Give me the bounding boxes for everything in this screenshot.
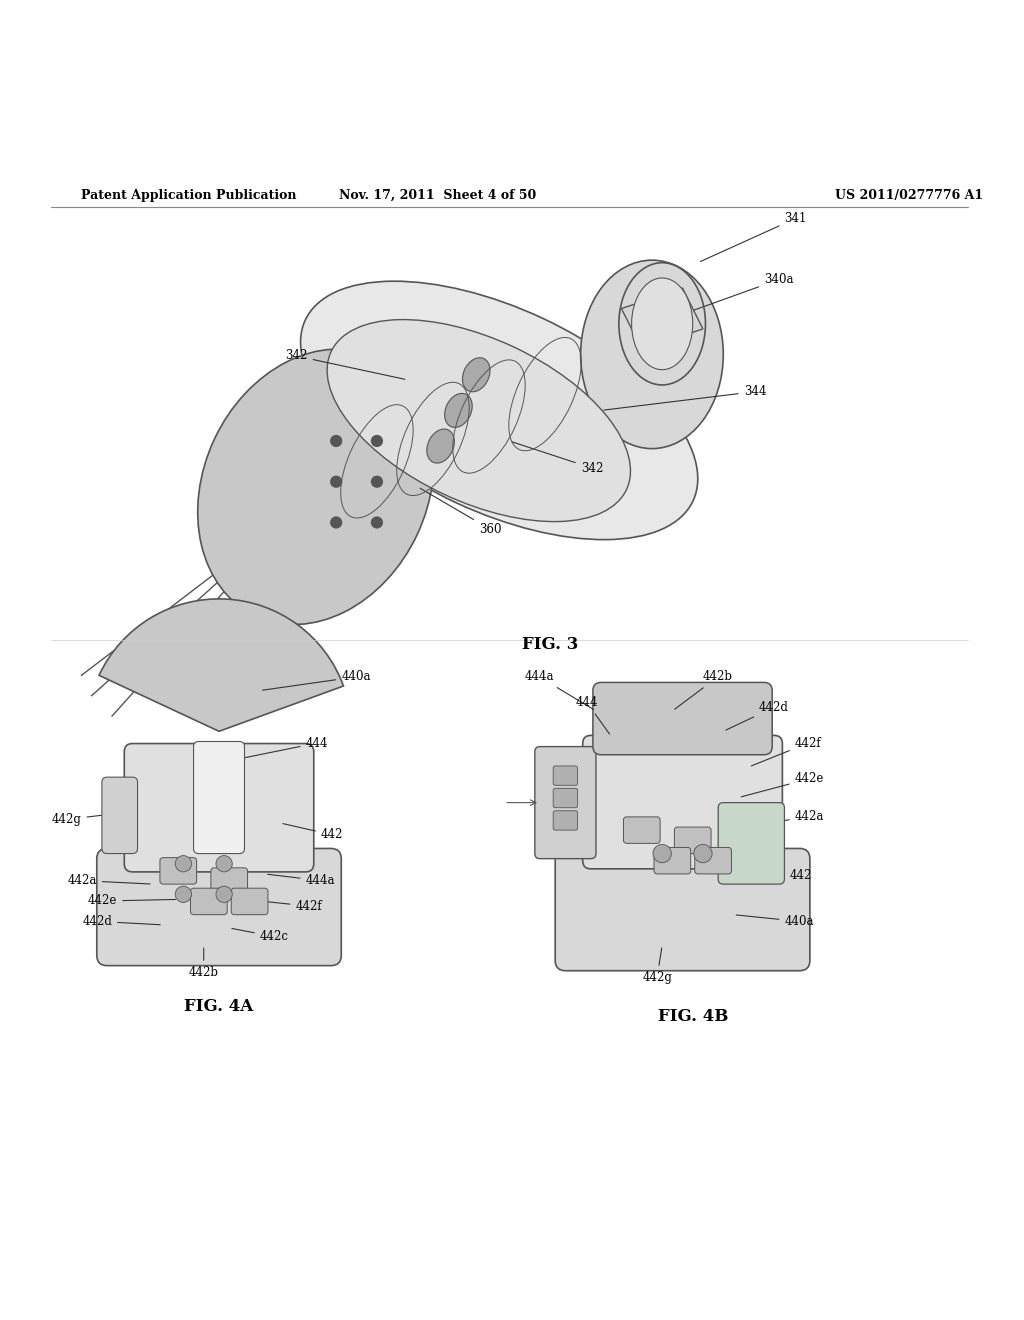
Circle shape — [371, 475, 383, 488]
Ellipse shape — [444, 393, 472, 428]
Text: 442f: 442f — [247, 900, 323, 912]
Text: 344: 344 — [604, 385, 766, 411]
Text: FIG. 4B: FIG. 4B — [657, 1008, 728, 1026]
Circle shape — [693, 845, 712, 863]
FancyBboxPatch shape — [101, 777, 137, 854]
FancyBboxPatch shape — [124, 743, 313, 873]
Ellipse shape — [463, 358, 490, 392]
Text: 342: 342 — [286, 350, 404, 379]
FancyBboxPatch shape — [555, 849, 810, 970]
Text: 442c: 442c — [670, 849, 753, 862]
Text: 444a: 444a — [267, 874, 335, 887]
Wedge shape — [99, 599, 343, 731]
FancyBboxPatch shape — [160, 858, 197, 884]
Text: 442d: 442d — [82, 915, 160, 928]
Circle shape — [216, 886, 232, 903]
FancyBboxPatch shape — [194, 742, 245, 854]
Text: 442: 442 — [746, 865, 812, 882]
Circle shape — [330, 434, 342, 447]
FancyBboxPatch shape — [583, 735, 782, 869]
Circle shape — [175, 886, 191, 903]
FancyBboxPatch shape — [593, 682, 772, 755]
Polygon shape — [622, 288, 702, 350]
Text: FIG. 4A: FIG. 4A — [184, 998, 254, 1015]
FancyBboxPatch shape — [654, 847, 691, 874]
Text: 444: 444 — [575, 696, 609, 734]
FancyBboxPatch shape — [694, 847, 731, 874]
FancyBboxPatch shape — [535, 747, 596, 858]
Text: FIG. 3: FIG. 3 — [522, 636, 579, 653]
Text: 442e: 442e — [88, 895, 175, 907]
Ellipse shape — [581, 260, 723, 449]
Circle shape — [330, 516, 342, 528]
Text: 442d: 442d — [726, 701, 788, 730]
FancyBboxPatch shape — [97, 849, 341, 966]
Circle shape — [371, 434, 383, 447]
Text: 442g: 442g — [642, 948, 672, 983]
FancyBboxPatch shape — [718, 803, 784, 884]
FancyBboxPatch shape — [675, 828, 711, 854]
Circle shape — [216, 855, 232, 873]
Text: 440a: 440a — [736, 915, 814, 928]
Text: 360: 360 — [420, 488, 502, 536]
Text: 340a: 340a — [644, 273, 794, 327]
Text: 442a: 442a — [68, 874, 151, 887]
FancyBboxPatch shape — [553, 810, 578, 830]
Ellipse shape — [427, 429, 455, 463]
Ellipse shape — [327, 319, 631, 521]
Text: 442b: 442b — [188, 948, 219, 979]
Text: 444: 444 — [227, 737, 328, 762]
FancyBboxPatch shape — [211, 867, 248, 895]
FancyBboxPatch shape — [624, 817, 660, 843]
Circle shape — [653, 845, 672, 863]
Ellipse shape — [301, 281, 697, 540]
Text: 442a: 442a — [741, 810, 824, 828]
Text: Patent Application Publication: Patent Application Publication — [82, 189, 297, 202]
FancyBboxPatch shape — [231, 888, 268, 915]
Text: 341: 341 — [700, 213, 807, 261]
Circle shape — [330, 475, 342, 488]
Ellipse shape — [198, 350, 434, 624]
Text: US 2011/0277776 A1: US 2011/0277776 A1 — [836, 189, 983, 202]
FancyBboxPatch shape — [553, 766, 578, 785]
Text: 440a: 440a — [262, 671, 371, 690]
FancyBboxPatch shape — [190, 888, 227, 915]
Text: 442e: 442e — [741, 772, 824, 797]
Text: 442g: 442g — [51, 813, 120, 826]
Text: 442f: 442f — [752, 737, 821, 766]
FancyBboxPatch shape — [553, 788, 578, 808]
Circle shape — [175, 855, 191, 873]
Text: 342: 342 — [512, 442, 603, 474]
Circle shape — [371, 516, 383, 528]
Ellipse shape — [632, 279, 692, 370]
Text: 444a: 444a — [524, 671, 594, 710]
Text: 442b: 442b — [675, 671, 733, 709]
Text: Nov. 17, 2011  Sheet 4 of 50: Nov. 17, 2011 Sheet 4 of 50 — [339, 189, 537, 202]
Text: 442: 442 — [283, 824, 343, 841]
Text: 442c: 442c — [232, 928, 289, 944]
